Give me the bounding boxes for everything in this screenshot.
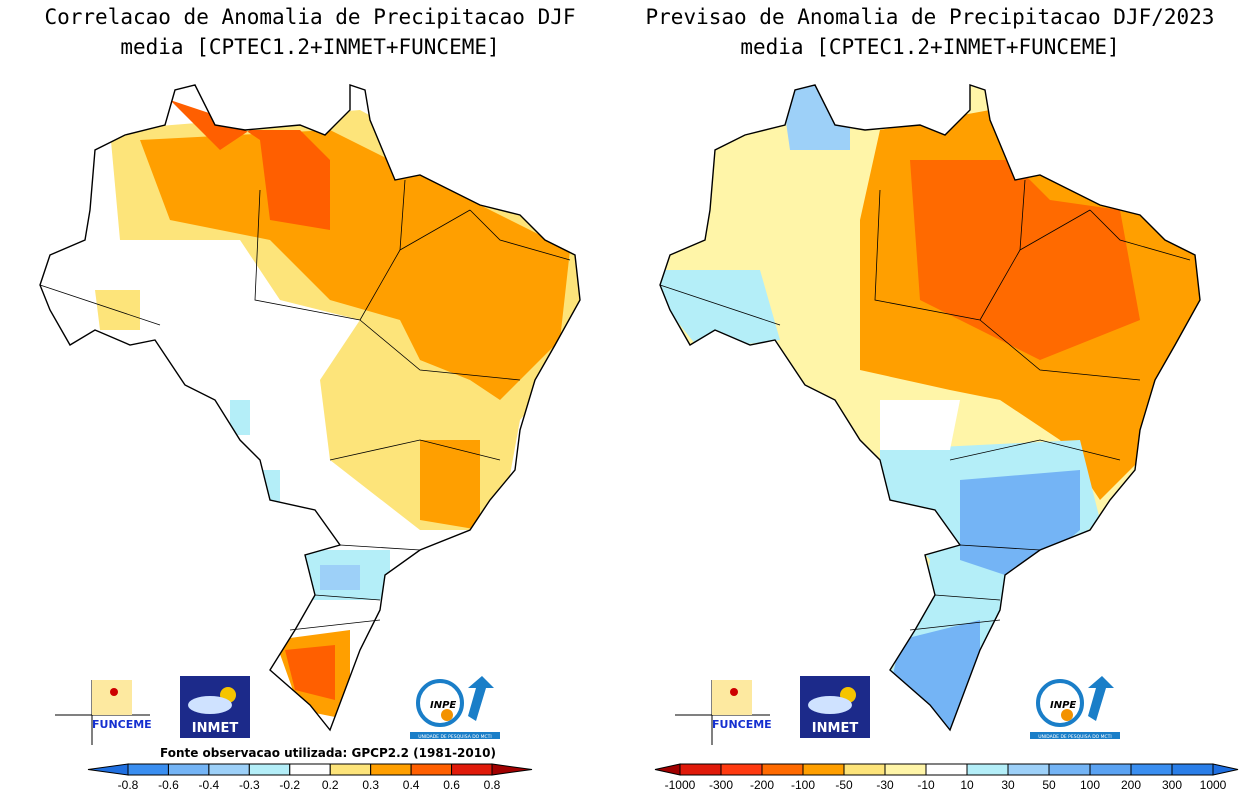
colorbar-swatch [843,763,886,776]
colorbar-swatch [966,763,1009,776]
funceme-logo-left: FUNCEME [55,680,152,745]
left-title-line1: Correlacao de Anomalia de Precipitacao D… [44,5,576,29]
colorbar-swatch [167,763,210,776]
right-title-line1: Previsao de Anomalia de Precipitacao DJF… [645,5,1215,29]
colorbar-label: 0.3 [362,778,379,792]
inmet-logo-left: INMET [180,676,250,738]
left-state-borders [39,179,571,631]
colorbar-label: -0.6 [158,778,179,792]
colorbar-label: 0.8 [484,778,501,792]
colorbar-swatch [1048,763,1091,776]
inpe-label: INPE [1050,700,1076,711]
left-colorbar: -0.8 -0.6 -0.4 -0.3 -0.2 0.2 0.3 0.4 0.6 0.8 [87,763,533,792]
colorbar-label: 100 [1080,778,1100,792]
left-map-fill [40,85,580,730]
colorbar-arrow-high [1212,763,1239,776]
colorbar-label: -300 [709,778,733,792]
colorbar-label: -50 [835,778,853,792]
colorbar-label: -0.4 [199,778,220,792]
colorbar-label: -1000 [665,778,696,792]
inmet-label: INMET [812,721,859,736]
colorbar-label: -0.8 [118,778,139,792]
colorbar-swatch [720,763,763,776]
colorbar-label: 10 [960,778,974,792]
source-note: Fonte observacao utilizada: GPCP2.2 (198… [160,746,496,760]
colorbar-arrow-high [491,763,533,776]
colorbar-swatch [884,763,927,776]
colorbar-label: -30 [876,778,894,792]
colorbar-swatch [1130,763,1173,776]
colorbar-swatch [802,763,845,776]
left-title: Correlacao de Anomalia de Precipitacao D… [0,2,620,62]
colorbar-label: 200 [1121,778,1141,792]
colorbar-arrow-low [654,763,681,776]
colorbar-swatch [329,763,372,776]
right-title: Previsao de Anomalia de Precipitacao DJF… [620,2,1240,62]
colorbar-swatch [208,763,250,776]
inpe-sub-label: UNIDADE DE PESQUISA DO MCTI [1038,734,1112,740]
funceme-label: FUNCEME [92,718,152,731]
colorbar-label: -0.2 [279,778,300,792]
colorbar-label: 1000 [1200,778,1227,792]
colorbar-swatch [679,763,722,776]
colorbar-label: 30 [1001,778,1015,792]
colorbar-swatch [925,763,968,776]
inpe-label: INPE [430,700,456,711]
colorbar-swatch [1089,763,1132,776]
right-map-fill [660,85,1200,730]
logos-right: FUNCEME INMET INPE UNIDADE DE PESQUISA D… [675,676,1120,745]
right-colorbar: -1000 -300 -200 -100 -50 -30 -10 10 30 50 100 200 30… [654,763,1239,792]
colorbar-label: 0.2 [322,778,339,792]
right-title-line2: media [CPTEC1.2+INMET+FUNCEME] [740,35,1120,59]
inpe-sub-label: UNIDADE DE PESQUISA DO MCTI [418,734,492,740]
right-state-borders [659,179,1191,631]
funceme-label: FUNCEME [712,718,772,731]
inpe-logo-left: INPE UNIDADE DE PESQUISA DO MCTI [410,676,500,740]
colorbar-label: 0.4 [403,778,420,792]
colorbar-swatch [451,763,493,776]
colorbar-swatch [410,763,453,776]
colorbar-swatch [127,763,169,776]
inmet-label: INMET [192,721,239,736]
colorbar-swatch [1171,763,1214,776]
colorbar-swatch [248,763,291,776]
colorbar-label: -200 [750,778,774,792]
colorbar-label: 300 [1162,778,1182,792]
colorbar-label: -10 [917,778,935,792]
colorbar-swatch [1007,763,1050,776]
colorbar-swatch [761,763,804,776]
colorbar-label: -100 [791,778,815,792]
colorbar-label: -0.3 [239,778,260,792]
colorbar-label: 0.6 [443,778,460,792]
colorbar-swatch [289,763,331,776]
left-title-line2: media [CPTEC1.2+INMET+FUNCEME] [120,35,500,59]
colorbar-label: 50 [1042,778,1056,792]
colorbar-swatch [370,763,412,776]
colorbar-arrow-low [87,763,129,776]
